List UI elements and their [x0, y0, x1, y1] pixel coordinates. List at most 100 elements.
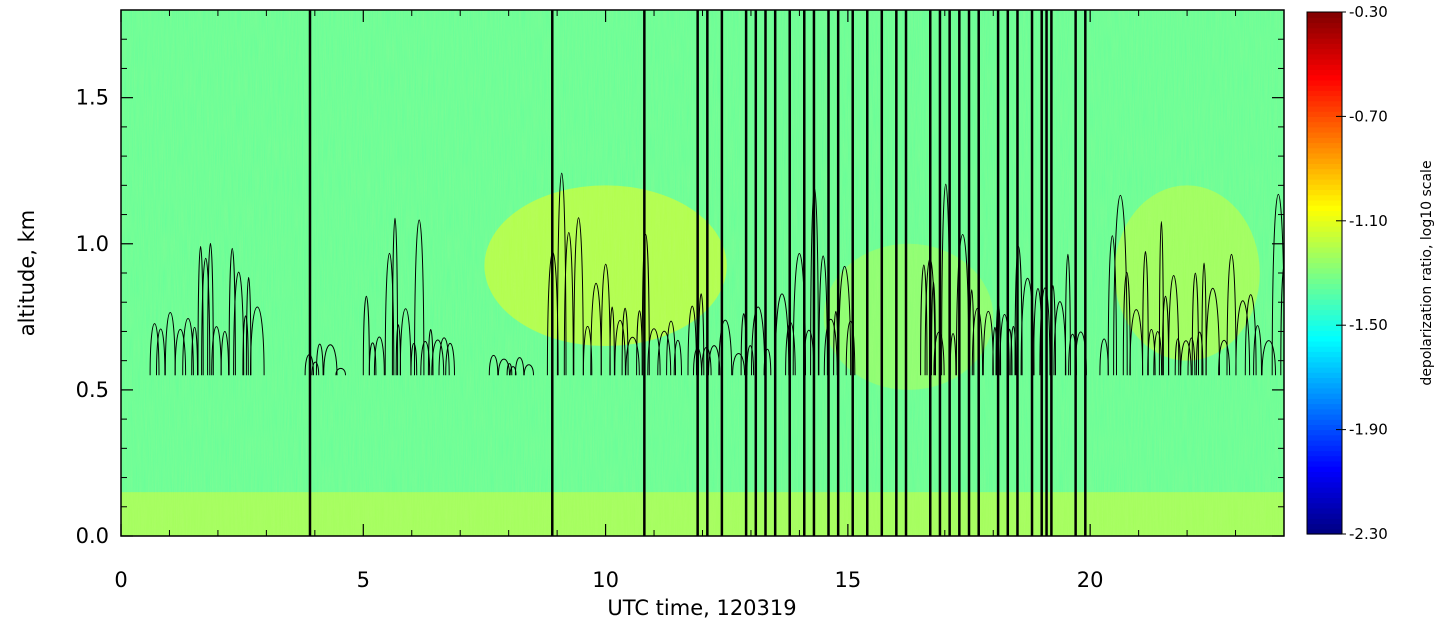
colorbar-tick-label: -1.50	[1349, 316, 1388, 334]
cloud-contour	[399, 308, 412, 376]
cloud-contour	[335, 367, 346, 376]
colorbar-segment	[1307, 518, 1342, 525]
cloud-contour	[920, 264, 928, 376]
cloud-contour	[410, 342, 418, 376]
cloud-contour	[1158, 221, 1164, 376]
cloud-contour	[1235, 300, 1251, 376]
cloud-contour	[751, 306, 766, 376]
x-tick-label: 10	[592, 568, 619, 592]
colorbar-segment	[1307, 43, 1342, 50]
y-tick-label: 0.0	[76, 524, 109, 548]
colorbar-segment	[1307, 497, 1342, 504]
colorbar-segment	[1307, 158, 1342, 164]
colorbar-segment	[1307, 168, 1342, 175]
colorbar-segment	[1307, 293, 1342, 300]
cloud-contour	[1168, 275, 1180, 376]
colorbar-segment	[1307, 314, 1342, 321]
x-tick-label: 15	[835, 568, 862, 592]
colorbar-segment	[1307, 179, 1342, 185]
colorbar-segment	[1307, 523, 1342, 530]
colorbar-segment	[1307, 377, 1342, 384]
colorbar-segment	[1307, 22, 1342, 29]
cloud-contour	[1147, 328, 1156, 376]
cloud-contour	[1244, 294, 1257, 376]
y-tick-label: 1.0	[76, 232, 109, 256]
colorbar-segment	[1307, 319, 1342, 326]
cloud-contour	[438, 337, 450, 376]
colorbar-segment	[1307, 382, 1342, 389]
colorbar-segment	[1307, 184, 1342, 191]
cloud-contour	[182, 318, 194, 376]
x-tick-label: 5	[357, 568, 370, 592]
cloud-contour	[1195, 331, 1204, 376]
colorbar-segment	[1307, 502, 1342, 509]
cloud-contours	[149, 172, 1284, 376]
cloud-contour	[391, 218, 399, 376]
colorbar-segment	[1307, 471, 1342, 478]
colorbar-segment	[1307, 105, 1342, 112]
cloud-contour	[164, 311, 176, 376]
x-axis-title: UTC time, 120319	[607, 596, 796, 620]
colorbar-segment	[1307, 372, 1342, 378]
colorbar-segment	[1307, 528, 1342, 535]
cloud-contour	[1201, 262, 1207, 376]
colorbar-segment	[1307, 121, 1342, 128]
colorbar-segment	[1307, 387, 1342, 394]
colorbar-segment	[1307, 12, 1342, 18]
cloud-contour	[1039, 287, 1051, 376]
colorbar-segment	[1307, 460, 1342, 467]
colorbar-segment	[1307, 32, 1342, 39]
colorbar-segment	[1307, 85, 1342, 91]
colorbar-segment	[1307, 53, 1342, 60]
cloud-contour	[1218, 340, 1231, 376]
cloud-contour	[242, 315, 249, 376]
colorbar-segment	[1307, 194, 1342, 201]
cloud-contour	[220, 330, 230, 376]
cloud-contour	[600, 263, 611, 376]
colorbar-segment	[1307, 299, 1342, 305]
cloud-contour	[514, 357, 525, 376]
colorbar-segment	[1307, 361, 1342, 368]
colorbar-segment	[1307, 189, 1342, 196]
x-tick-label: 20	[1077, 568, 1104, 592]
colorbar-segment	[1307, 273, 1342, 279]
colorbar-segment	[1307, 69, 1342, 76]
colorbar-segment	[1307, 403, 1342, 410]
colorbar-segment	[1307, 199, 1342, 206]
data-gaps	[308, 10, 1087, 536]
colorbar-segment	[1307, 408, 1342, 415]
heatmap-field	[121, 10, 1284, 536]
colorbar-segment	[1307, 366, 1342, 373]
cloud-contour	[971, 307, 984, 376]
field-texture	[121, 10, 1284, 536]
colorbar-segment	[1307, 215, 1342, 222]
cloud-contour	[1107, 235, 1117, 376]
colorbar-segment	[1307, 163, 1342, 170]
colorbar-segment	[1307, 262, 1342, 269]
cloud-contour	[506, 363, 513, 376]
colorbar-segment	[1307, 257, 1342, 264]
cloud-contour	[420, 340, 431, 376]
colorbar-segment	[1307, 111, 1342, 117]
colorbar-segment	[1307, 79, 1342, 86]
cloud-contour	[1122, 272, 1131, 376]
colorbar-segment	[1307, 95, 1342, 102]
cloud-contour	[590, 282, 602, 376]
colorbar-frame	[1306, 11, 1343, 535]
colorbar-segment	[1307, 267, 1342, 274]
cloud-contour	[228, 248, 236, 376]
colorbar-tick-label: -0.30	[1349, 3, 1388, 21]
colorbar-tick-label: -0.70	[1349, 107, 1388, 125]
cloud-contour	[207, 243, 214, 376]
colorbar-segment	[1307, 142, 1342, 149]
cloud-contour	[488, 354, 499, 376]
x-tick-label: 0	[114, 568, 127, 592]
cloud-contour	[1226, 254, 1237, 376]
colorbar-segment	[1307, 487, 1342, 493]
cloud-contour	[1129, 309, 1144, 376]
colorbar-segment	[1307, 152, 1342, 159]
colorbar-segment	[1307, 424, 1342, 431]
cloud-contour	[563, 231, 574, 376]
colorbar-segment	[1307, 476, 1342, 483]
cloud-contour	[1205, 287, 1220, 376]
